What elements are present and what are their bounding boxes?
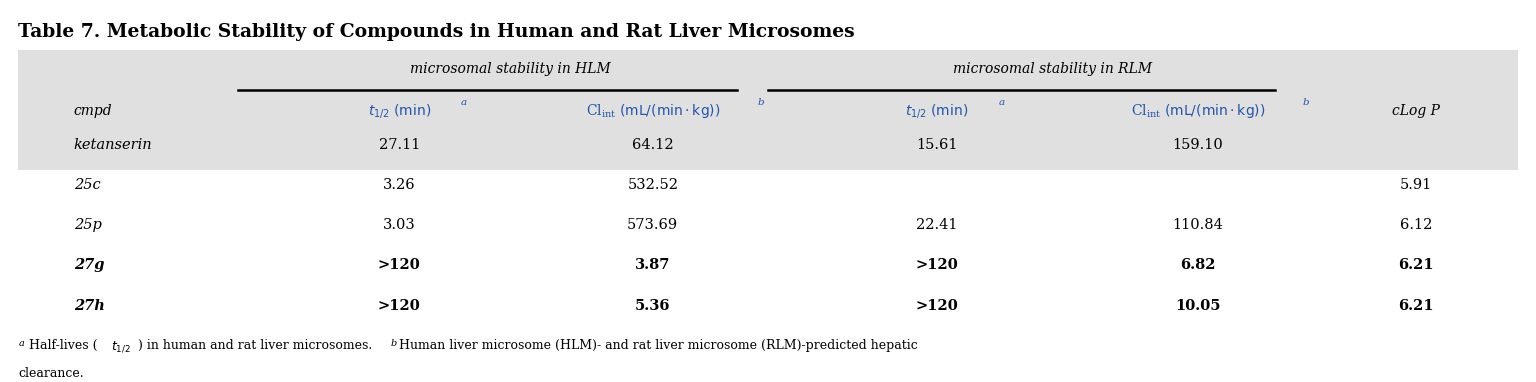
- Text: a: a: [998, 98, 1005, 107]
- Text: 6.21: 6.21: [1398, 259, 1435, 272]
- Text: 6.12: 6.12: [1399, 219, 1433, 232]
- Text: Human liver microsome (HLM)- and rat liver microsome (RLM)-predicted hepatic: Human liver microsome (HLM)- and rat liv…: [399, 339, 919, 352]
- Text: cLog P: cLog P: [1392, 104, 1441, 118]
- Text: ) in human and rat liver microsomes.: ) in human and rat liver microsomes.: [138, 339, 379, 352]
- Text: Cl$_\mathregular{int}$ $\mathrm{(mL/(min \cdot kg))}$: Cl$_\mathregular{int}$ $\mathrm{(mL/(min…: [585, 102, 720, 120]
- Text: 5.36: 5.36: [634, 299, 671, 312]
- Text: a: a: [461, 98, 467, 107]
- Text: 3.03: 3.03: [382, 219, 416, 232]
- Text: Cl$_\mathregular{int}$ $\mathrm{(mL/(min \cdot kg))}$: Cl$_\mathregular{int}$ $\mathrm{(mL/(min…: [1130, 102, 1266, 120]
- Text: b: b: [757, 98, 763, 107]
- Text: 27.11: 27.11: [379, 138, 419, 152]
- Text: $t_{1/2}$ $\mathrm{(min)}$: $t_{1/2}$ $\mathrm{(min)}$: [367, 102, 432, 120]
- Text: 15.61: 15.61: [915, 138, 958, 152]
- Text: a: a: [18, 339, 25, 348]
- Text: microsomal stability in RLM: microsomal stability in RLM: [952, 62, 1152, 76]
- Text: >120: >120: [915, 259, 958, 272]
- Text: >120: >120: [915, 299, 958, 312]
- Text: 3.26: 3.26: [382, 178, 416, 192]
- Text: 110.84: 110.84: [1172, 219, 1224, 232]
- Text: >120: >120: [378, 259, 421, 272]
- Text: 25p: 25p: [74, 219, 101, 232]
- Text: 3.87: 3.87: [634, 259, 671, 272]
- Text: 27g: 27g: [74, 259, 104, 272]
- Text: 532.52: 532.52: [627, 178, 679, 192]
- Text: 5.91: 5.91: [1401, 178, 1432, 192]
- Text: 6.21: 6.21: [1398, 299, 1435, 312]
- Text: 159.10: 159.10: [1172, 138, 1224, 152]
- Bar: [18, 50, 1518, 170]
- Text: clearance.: clearance.: [18, 367, 84, 380]
- Text: cmpd: cmpd: [74, 104, 112, 118]
- Text: 22.41: 22.41: [915, 219, 958, 232]
- Text: Table 7. Metabolic Stability of Compounds in Human and Rat Liver Microsomes: Table 7. Metabolic Stability of Compound…: [18, 23, 856, 41]
- Text: Half-lives (: Half-lives (: [29, 339, 98, 352]
- Text: ketanserin: ketanserin: [74, 138, 152, 152]
- Text: $t_{1/2}$ $\mathrm{(min)}$: $t_{1/2}$ $\mathrm{(min)}$: [905, 102, 969, 120]
- Text: b: b: [1303, 98, 1309, 107]
- Text: 6.82: 6.82: [1180, 259, 1217, 272]
- Text: $t_{1/2}$: $t_{1/2}$: [111, 339, 131, 354]
- Text: 573.69: 573.69: [627, 219, 679, 232]
- Text: microsomal stability in HLM: microsomal stability in HLM: [410, 62, 611, 76]
- Text: 25c: 25c: [74, 178, 100, 192]
- Text: 27h: 27h: [74, 299, 104, 312]
- Text: 64.12: 64.12: [631, 138, 674, 152]
- Text: b: b: [390, 339, 396, 348]
- Text: >120: >120: [378, 299, 421, 312]
- Text: 10.05: 10.05: [1175, 299, 1221, 312]
